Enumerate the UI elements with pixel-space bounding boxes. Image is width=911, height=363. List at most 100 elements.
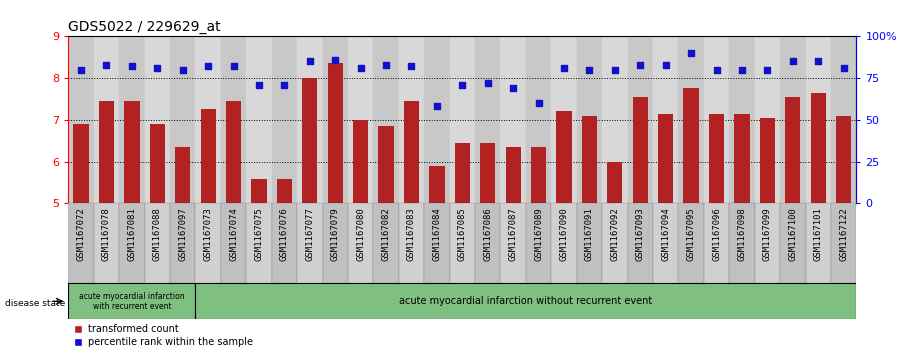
Bar (704, 36, 729, 203)
Bar (322, 36, 348, 203)
Text: GSM1167079: GSM1167079 (331, 207, 340, 261)
Bar (68, 203, 94, 283)
Text: GSM1167075: GSM1167075 (254, 207, 263, 261)
Point (659, 62, 673, 68)
Text: GSM1167090: GSM1167090 (559, 207, 568, 261)
Bar (475, 203, 500, 283)
Bar (297, 36, 322, 203)
Point (404, 64, 419, 69)
Bar (805, 203, 831, 283)
Text: GSM1167088: GSM1167088 (153, 207, 162, 261)
Bar (277, 179, 292, 203)
Text: GSM1167092: GSM1167092 (610, 207, 619, 261)
Point (200, 64, 215, 69)
Bar (780, 203, 805, 283)
Text: GSM1167082: GSM1167082 (382, 207, 391, 261)
Point (633, 62, 648, 68)
Bar (831, 36, 856, 203)
Point (430, 103, 445, 109)
Bar (119, 36, 145, 203)
Bar (399, 203, 425, 283)
Bar (322, 203, 348, 283)
Point (836, 65, 851, 71)
Text: GSM1167077: GSM1167077 (305, 207, 314, 261)
Text: GSM1167096: GSM1167096 (712, 207, 721, 261)
Point (608, 67, 622, 73)
Text: GSM1167101: GSM1167101 (814, 207, 823, 261)
Text: GDS5022 / 229629_at: GDS5022 / 229629_at (68, 20, 221, 34)
Text: GSM1167097: GSM1167097 (179, 207, 188, 261)
Bar (653, 203, 679, 283)
Bar (780, 36, 805, 203)
Text: GSM1167080: GSM1167080 (356, 207, 365, 261)
Bar (251, 179, 267, 203)
Point (480, 80, 495, 86)
Bar (246, 203, 271, 283)
Bar (679, 36, 704, 203)
Text: GSM1167085: GSM1167085 (458, 207, 466, 261)
Bar (729, 203, 754, 283)
Point (251, 82, 266, 87)
Bar (68, 283, 196, 319)
Bar (480, 143, 496, 203)
Bar (271, 203, 297, 283)
Bar (348, 36, 374, 203)
Text: GSM1167074: GSM1167074 (229, 207, 238, 261)
Bar (500, 36, 526, 203)
Text: GSM1167099: GSM1167099 (763, 207, 772, 261)
Point (506, 85, 520, 91)
Point (277, 82, 292, 87)
Point (99, 62, 114, 68)
Point (353, 65, 368, 71)
Bar (374, 36, 399, 203)
Bar (455, 143, 470, 203)
Bar (531, 147, 547, 203)
Bar (831, 203, 856, 283)
Bar (220, 203, 246, 283)
Point (811, 58, 825, 64)
Bar (608, 162, 622, 203)
Bar (551, 36, 577, 203)
Bar (836, 115, 851, 203)
Bar (374, 203, 399, 283)
Bar (709, 114, 724, 203)
Text: acute myocardial infarction
with recurrent event: acute myocardial infarction with recurre… (79, 291, 185, 311)
Bar (785, 97, 801, 203)
Point (785, 58, 800, 64)
Bar (760, 118, 775, 203)
Bar (628, 203, 653, 283)
Point (582, 67, 597, 73)
Bar (196, 36, 220, 203)
Text: acute myocardial infarction without recurrent event: acute myocardial infarction without recu… (399, 296, 652, 306)
Text: GSM1167122: GSM1167122 (839, 207, 848, 261)
Bar (475, 36, 500, 203)
Bar (577, 36, 602, 203)
Bar (450, 36, 475, 203)
Bar (811, 93, 826, 203)
Bar (353, 120, 368, 203)
Point (176, 67, 190, 73)
Bar (557, 111, 571, 203)
Bar (196, 283, 856, 319)
Bar (246, 36, 271, 203)
Bar (658, 114, 673, 203)
Bar (170, 203, 196, 283)
Legend: transformed count, percentile rank within the sample: transformed count, percentile rank withi… (73, 324, 252, 347)
Text: GSM1167078: GSM1167078 (102, 207, 111, 261)
Text: GSM1167081: GSM1167081 (128, 207, 137, 261)
Bar (450, 203, 475, 283)
Bar (328, 64, 343, 203)
Bar (196, 203, 220, 283)
Bar (200, 109, 216, 203)
Text: GSM1167098: GSM1167098 (737, 207, 746, 261)
Bar (679, 203, 704, 283)
Text: GSM1167086: GSM1167086 (483, 207, 492, 261)
Bar (98, 101, 114, 203)
Bar (526, 36, 551, 203)
Bar (175, 147, 190, 203)
Bar (754, 203, 780, 283)
Bar (734, 114, 750, 203)
Point (531, 100, 546, 106)
Text: GSM1167100: GSM1167100 (788, 207, 797, 261)
Bar (729, 36, 754, 203)
